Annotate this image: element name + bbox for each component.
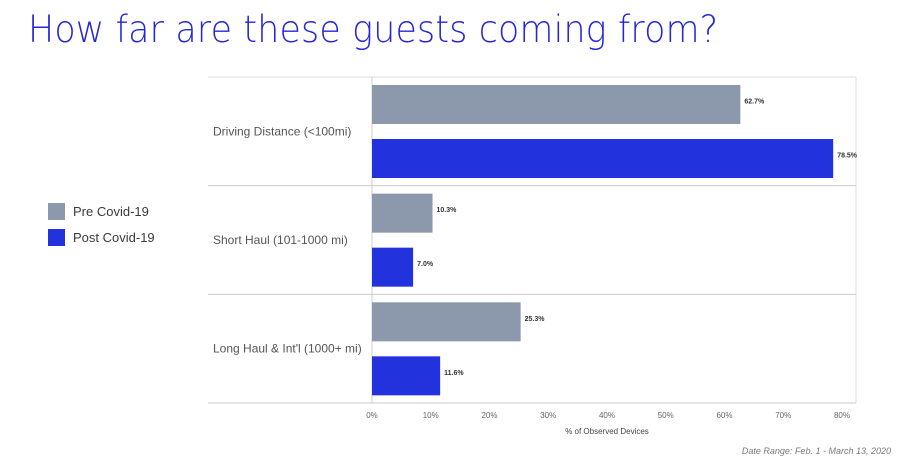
legend-label-pre-covid: Pre Covid-19	[73, 203, 149, 219]
data-label: 78.5%	[837, 153, 858, 160]
data-label: 10.3%	[437, 207, 458, 214]
x-tick-label: 60%	[716, 411, 732, 420]
x-tick-label: 80%	[834, 411, 850, 420]
data-label: 11.6%	[444, 370, 464, 377]
category-label: Driving Distance (<100mi)	[213, 124, 351, 138]
date-range-note: Date Range: Feb. 1 - March 13, 2020	[741, 446, 891, 456]
legend-swatch-post-covid	[48, 228, 65, 246]
bar	[372, 193, 433, 233]
legend-swatch-pre-covid	[48, 202, 65, 220]
x-tick-label: 10%	[423, 411, 439, 420]
x-tick-label: 70%	[775, 411, 791, 420]
chart-legend: Pre Covid-19 Post Covid-19	[48, 201, 155, 253]
bar	[372, 85, 741, 124]
x-tick-label: 30%	[540, 411, 556, 420]
category-label: Short Haul (101-1000 mi)	[213, 233, 348, 247]
bar	[372, 302, 521, 342]
data-label: 7.0%	[417, 261, 434, 268]
x-tick-label: 20%	[481, 411, 497, 420]
category-label: Long Haul & Int'l (1000+ mi)	[213, 342, 362, 356]
data-label: 62.7%	[744, 99, 765, 106]
bar	[372, 356, 441, 396]
bar	[372, 139, 834, 178]
data-label: 25.3%	[525, 316, 546, 323]
page-title: How far are these guests coming from?	[28, 8, 719, 51]
legend-item-pre-covid: Pre Covid-19	[48, 201, 155, 221]
x-axis-title: % of Observed Devices	[565, 427, 649, 436]
legend-item-post-covid: Post Covid-19	[48, 227, 155, 247]
x-tick-label: 0%	[366, 411, 378, 420]
bar	[372, 247, 414, 287]
x-tick-label: 40%	[599, 411, 615, 420]
legend-label-post-covid: Post Covid-19	[73, 229, 155, 245]
x-tick-label: 50%	[658, 411, 674, 420]
